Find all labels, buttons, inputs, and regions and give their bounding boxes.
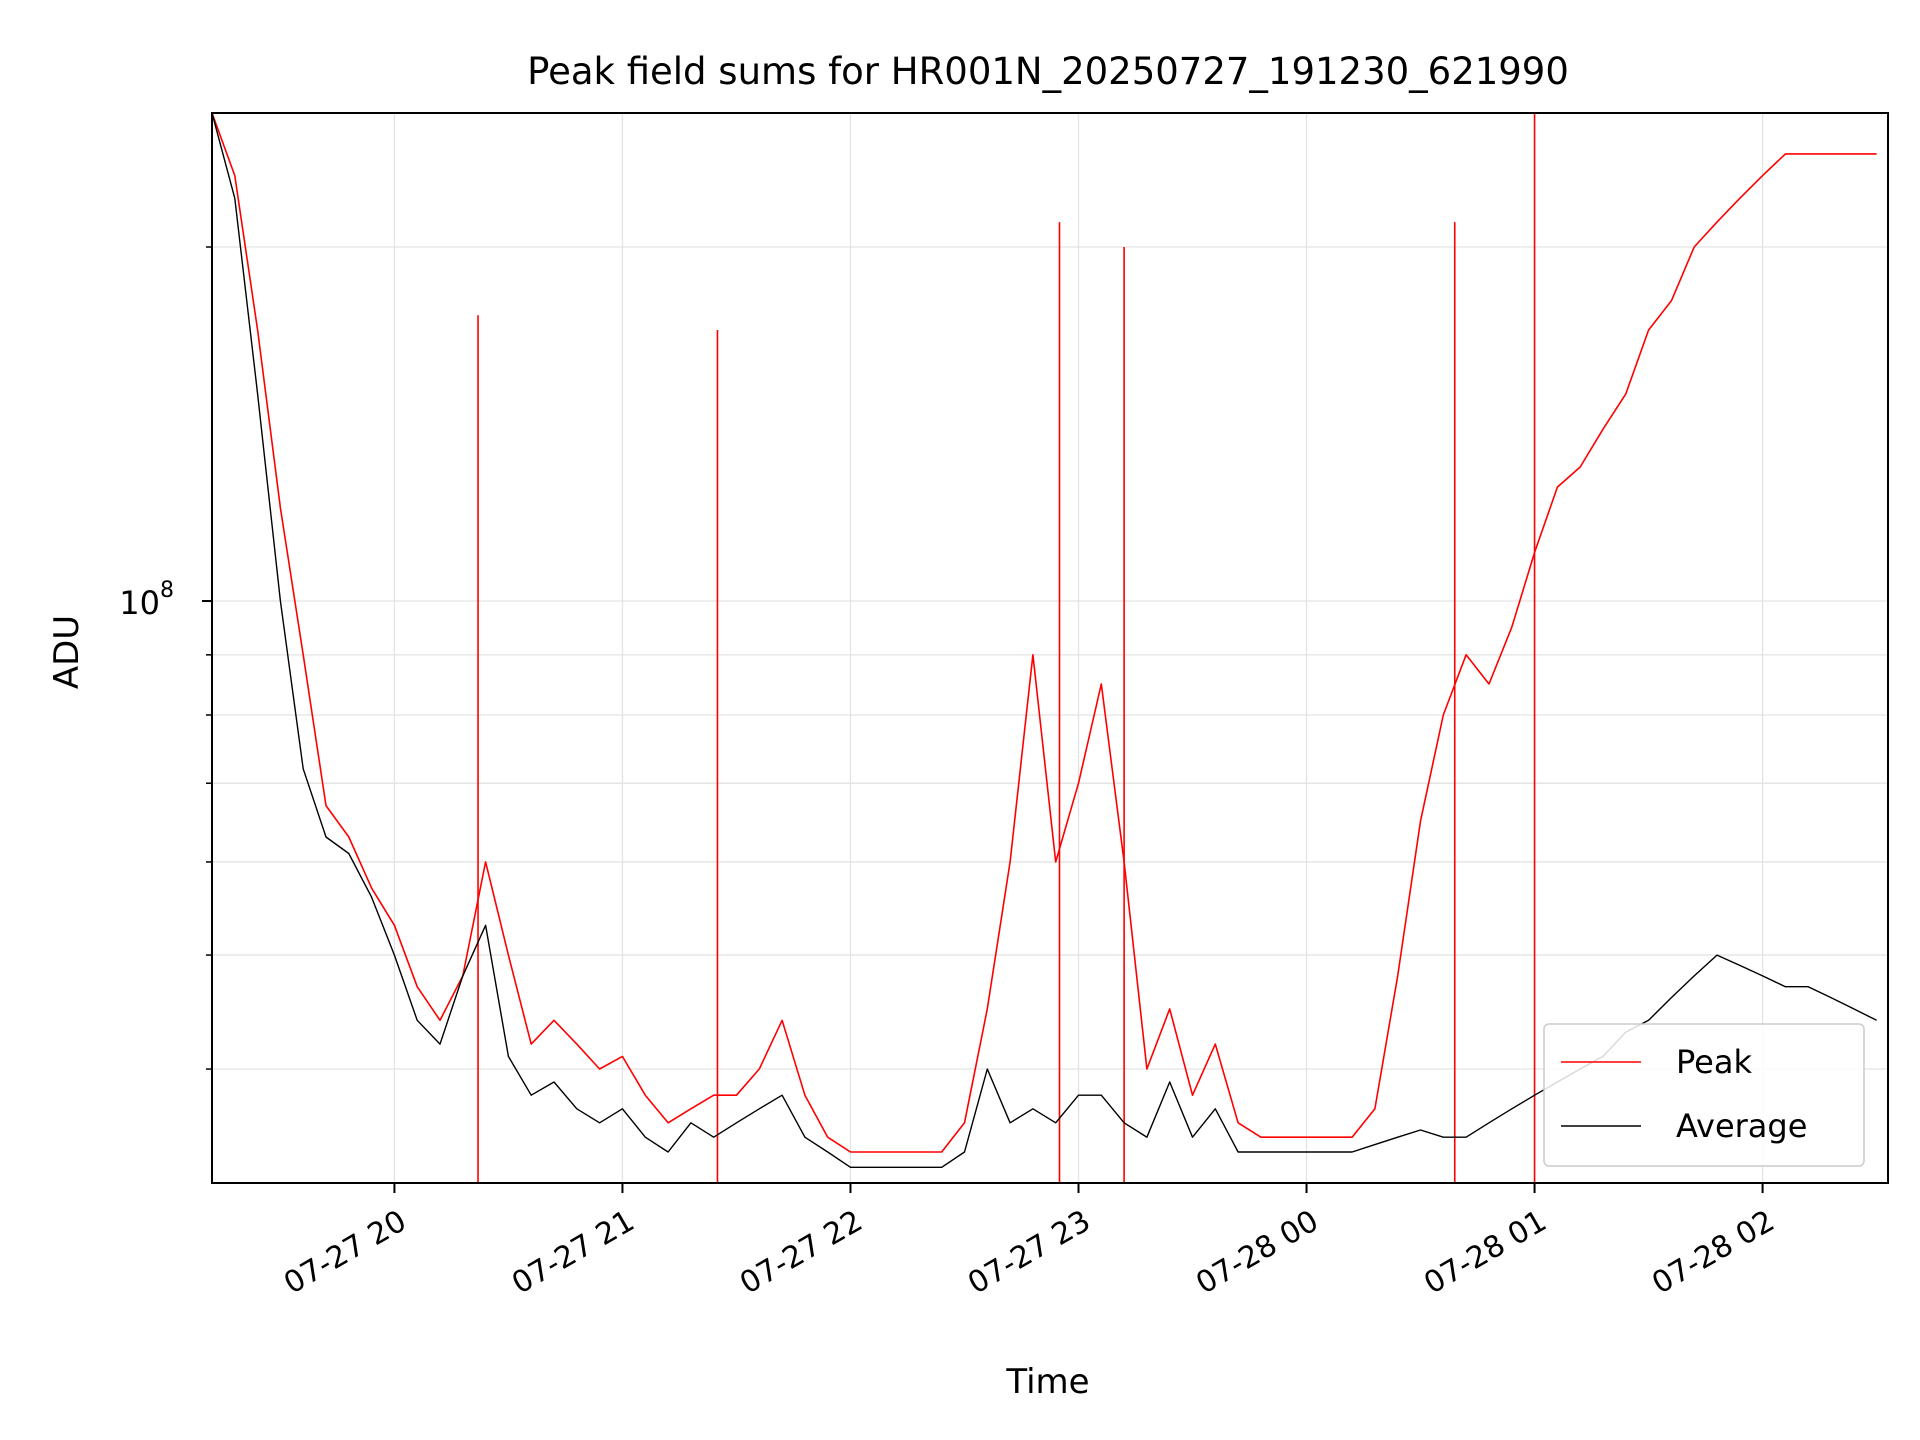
legend-label: Peak — [1676, 1043, 1752, 1081]
x-axis-label: Time — [1005, 1362, 1089, 1402]
y-tick-label-exponent: 8 — [160, 578, 174, 603]
plot-frame — [211, 112, 1889, 1184]
chart-title: Peak field sums for HR001N_20250727_1912… — [527, 50, 1569, 93]
y-axis-label: ADU — [47, 615, 87, 689]
legend-label: Average — [1676, 1107, 1807, 1145]
series-line-peak — [211, 112, 1877, 1153]
y-tick-label-base: 10 — [119, 584, 160, 622]
y-tick-label: 10 8 — [119, 578, 174, 622]
legend-box — [1543, 1023, 1865, 1167]
legend: Peak Average — [1543, 1023, 1865, 1167]
